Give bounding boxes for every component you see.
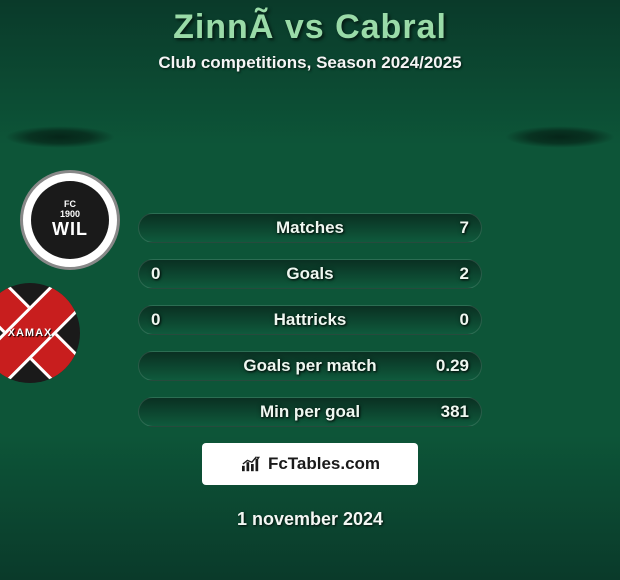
xamax-label: XAMAX [8, 327, 53, 339]
stat-label: Goals [286, 264, 333, 284]
stat-row-matches: Matches 7 [138, 213, 482, 243]
team-logo-left: FC 1900 WIL [20, 170, 120, 270]
stat-label: Min per goal [260, 402, 360, 422]
date-line: 1 november 2024 [0, 509, 620, 530]
team-logo-right: XAMAX [0, 283, 80, 383]
stat-right-value: 2 [460, 264, 469, 284]
stat-right-value: 0 [460, 310, 469, 330]
card-container: ZinnÃ vs Cabral Club competitions, Seaso… [0, 0, 620, 530]
stat-right-value: 7 [460, 218, 469, 238]
stat-right-value: 381 [441, 402, 469, 422]
stat-row-mpg: Min per goal 381 [138, 397, 482, 427]
stat-label: Goals per match [243, 356, 376, 376]
chart-icon [240, 455, 262, 473]
stat-row-gpm: Goals per match 0.29 [138, 351, 482, 381]
logo-left-line3: WIL [52, 220, 88, 240]
team-logo-left-inner: FC 1900 WIL [31, 181, 109, 259]
brand-text: FcTables.com [268, 454, 380, 474]
stats-list: Matches 7 0 Goals 2 0 Hattricks 0 Goals … [138, 213, 482, 427]
team-logo-left-text: FC 1900 WIL [52, 200, 88, 240]
stat-row-hattricks: 0 Hattricks 0 [138, 305, 482, 335]
shadow-left [5, 126, 115, 148]
stat-left-value: 0 [151, 264, 160, 284]
page-title: ZinnÃ vs Cabral [0, 8, 620, 47]
stat-row-goals: 0 Goals 2 [138, 259, 482, 289]
subtitle: Club competitions, Season 2024/2025 [0, 53, 620, 73]
brand-box: FcTables.com [202, 443, 418, 485]
stat-left-value: 0 [151, 310, 160, 330]
shadow-right [505, 126, 615, 148]
stat-right-value: 0.29 [436, 356, 469, 376]
stat-label: Matches [276, 218, 344, 238]
stat-label: Hattricks [274, 310, 347, 330]
